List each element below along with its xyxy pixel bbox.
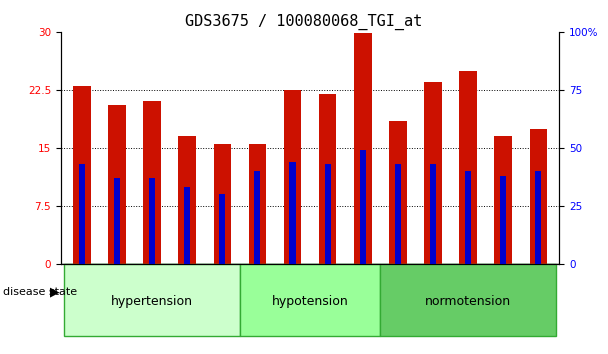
Bar — [354, 33, 371, 264]
Bar — [73, 86, 91, 264]
Bar — [530, 129, 547, 264]
FancyBboxPatch shape — [240, 264, 380, 336]
Bar — [289, 162, 295, 264]
FancyBboxPatch shape — [64, 264, 240, 336]
Bar — [149, 178, 155, 264]
Bar — [213, 144, 231, 264]
Bar — [249, 144, 266, 264]
Text: disease state: disease state — [3, 287, 77, 297]
FancyBboxPatch shape — [380, 264, 556, 336]
Bar — [319, 94, 336, 264]
Bar — [143, 102, 161, 264]
Bar — [494, 136, 512, 264]
Text: GDS3675 / 100080068_TGI_at: GDS3675 / 100080068_TGI_at — [185, 14, 423, 30]
Bar — [459, 70, 477, 264]
Text: ▶: ▶ — [50, 286, 60, 298]
Bar — [79, 164, 85, 264]
Bar — [360, 150, 366, 264]
Bar — [389, 121, 407, 264]
Bar — [284, 90, 302, 264]
Bar — [325, 164, 331, 264]
Bar — [108, 105, 126, 264]
Bar — [465, 171, 471, 264]
Bar — [178, 136, 196, 264]
Bar — [184, 187, 190, 264]
Bar — [219, 194, 226, 264]
Bar — [424, 82, 442, 264]
Bar — [395, 164, 401, 264]
Text: normotension: normotension — [425, 295, 511, 308]
Text: hypotension: hypotension — [272, 295, 348, 308]
Bar — [535, 171, 541, 264]
Bar — [430, 164, 436, 264]
Bar — [254, 171, 260, 264]
Bar — [114, 178, 120, 264]
Text: hypertension: hypertension — [111, 295, 193, 308]
Bar — [500, 176, 506, 264]
